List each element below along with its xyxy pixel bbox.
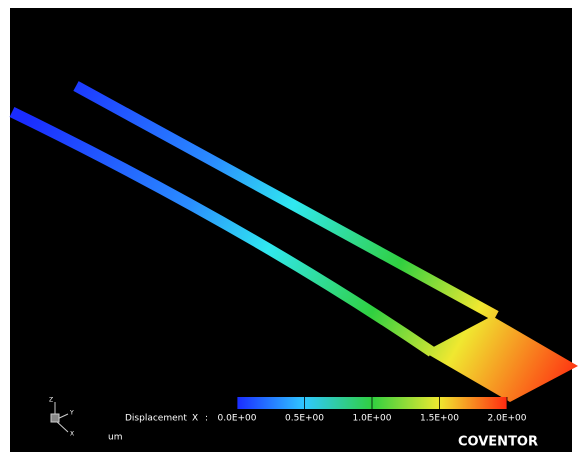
axis-label: Y [69, 410, 74, 417]
logo: COVENTOR [458, 435, 538, 450]
tick-label: 2.0E+00 [488, 414, 527, 424]
tick-label: 0.0E+00 [218, 414, 257, 424]
unit: um [108, 433, 122, 443]
tick-label: 1.0E+00 [353, 414, 392, 424]
viewport: Z Y X Displacement X : um COVENTOR 0.0E+… [0, 0, 581, 459]
tick-label: 1.5E+00 [420, 414, 459, 424]
legend-separator: : [205, 414, 208, 424]
legend-label: Displacement [125, 414, 187, 424]
screenshot: Z Y X Displacement X : um COVENTOR 0.0E+… [0, 0, 581, 459]
tick-label: 0.5E+00 [285, 414, 324, 424]
legend-component: X [192, 414, 198, 424]
axis-label: X [70, 431, 74, 438]
axis-label: Z [49, 397, 53, 404]
